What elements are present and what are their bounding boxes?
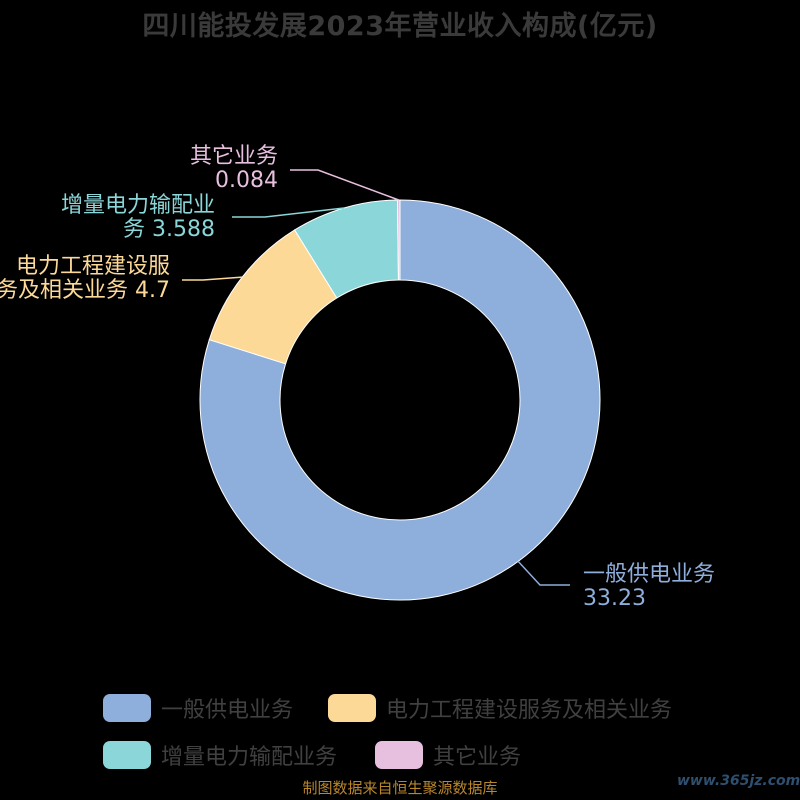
- leader-line: [290, 169, 399, 201]
- legend-label: 增量电力输配业务: [161, 745, 338, 770]
- legend-swatch: [328, 694, 376, 722]
- data-label: 增量电力输配业务 3.588: [61, 193, 215, 242]
- leader-line: [517, 560, 570, 586]
- slice-general-power-supply[interactable]: [199, 199, 601, 601]
- legend-item-other-business[interactable]: 其它业务: [375, 739, 521, 771]
- legend-label: 其它业务: [433, 745, 522, 770]
- watermark: www.365jz.com: [677, 773, 800, 789]
- slice-other-business[interactable]: [396, 199, 401, 281]
- data-label: 电力工程建设服务及相关业务 4.7: [0, 254, 170, 303]
- legend-swatch: [103, 694, 151, 722]
- legend-swatch: [103, 741, 151, 769]
- legend-label: 电力工程建设服务及相关业务: [386, 698, 673, 723]
- data-label: 一般供电业务 33.23: [583, 562, 715, 611]
- legend-label: 一般供电业务: [161, 698, 294, 723]
- leader-line: [232, 207, 345, 218]
- legend-swatch: [375, 741, 423, 769]
- chart-title: 四川能投发展2023年营业收入构成(亿元): [142, 11, 658, 42]
- legend-item-incremental-distribution[interactable]: 增量电力输配业务: [103, 739, 337, 771]
- data-label: 其它业务 0.084: [190, 144, 278, 193]
- leader-line: [182, 276, 243, 281]
- source-note: 制图数据来自恒生聚源数据库: [302, 779, 498, 797]
- legend-item-power-engineering[interactable]: 电力工程建设服务及相关业务: [328, 692, 672, 724]
- legend-item-general-power-supply[interactable]: 一般供电业务: [103, 692, 293, 724]
